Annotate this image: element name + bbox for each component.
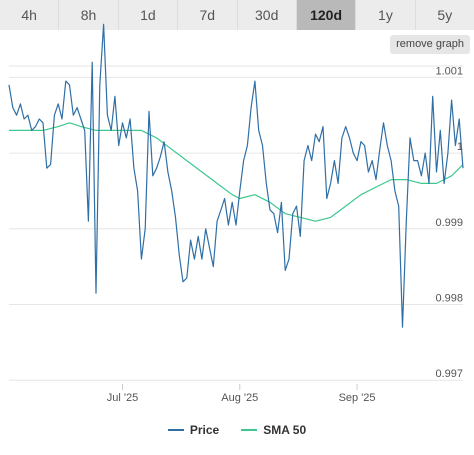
tab-120d[interactable]: 120d — [296, 0, 357, 30]
legend-label: Price — [189, 423, 220, 437]
y-tick-label: 1.001 — [435, 65, 463, 77]
chart-legend: Price SMA 50 — [0, 418, 474, 442]
x-tick-label: Sep '25 — [339, 392, 376, 404]
y-tick-label: 1 — [457, 141, 463, 153]
tab-5y[interactable]: 5y — [415, 0, 474, 30]
series-line-sma-50 — [9, 122, 464, 222]
chart-series — [8, 23, 464, 328]
legend-swatch — [167, 429, 184, 431]
chart-grid — [9, 65, 463, 381]
series-line-price — [8, 23, 464, 328]
x-tick-label: Jul '25 — [107, 392, 138, 404]
remove-graph-button[interactable]: remove graph — [390, 35, 470, 54]
tab-8h[interactable]: 8h — [59, 0, 119, 30]
x-axis: Jul '25 Aug '25 Sep '25 — [107, 384, 376, 404]
legend-swatch — [241, 429, 258, 431]
tab-7d[interactable]: 7d — [178, 0, 238, 30]
y-tick-label: 0.999 — [435, 217, 463, 229]
y-tick-label: 0.997 — [435, 368, 463, 380]
tab-1y[interactable]: 1y — [356, 0, 416, 30]
y-axis: 1.001 1 0.999 0.998 0.997 — [435, 65, 463, 380]
tab-4h[interactable]: 4h — [0, 0, 60, 30]
x-tick-label: Aug '25 — [221, 392, 258, 404]
tab-1d[interactable]: 1d — [118, 0, 179, 30]
timeframe-tabs: 4h 8h 1d 7d 30d 120d 1y 5y — [0, 0, 474, 30]
legend-item-sma-50[interactable]: SMA 50 — [241, 423, 306, 437]
legend-item-price[interactable]: Price — [167, 423, 220, 437]
tab-30d[interactable]: 30d — [237, 0, 297, 30]
y-tick-label: 0.998 — [435, 293, 463, 305]
legend-label: SMA 50 — [263, 423, 307, 437]
